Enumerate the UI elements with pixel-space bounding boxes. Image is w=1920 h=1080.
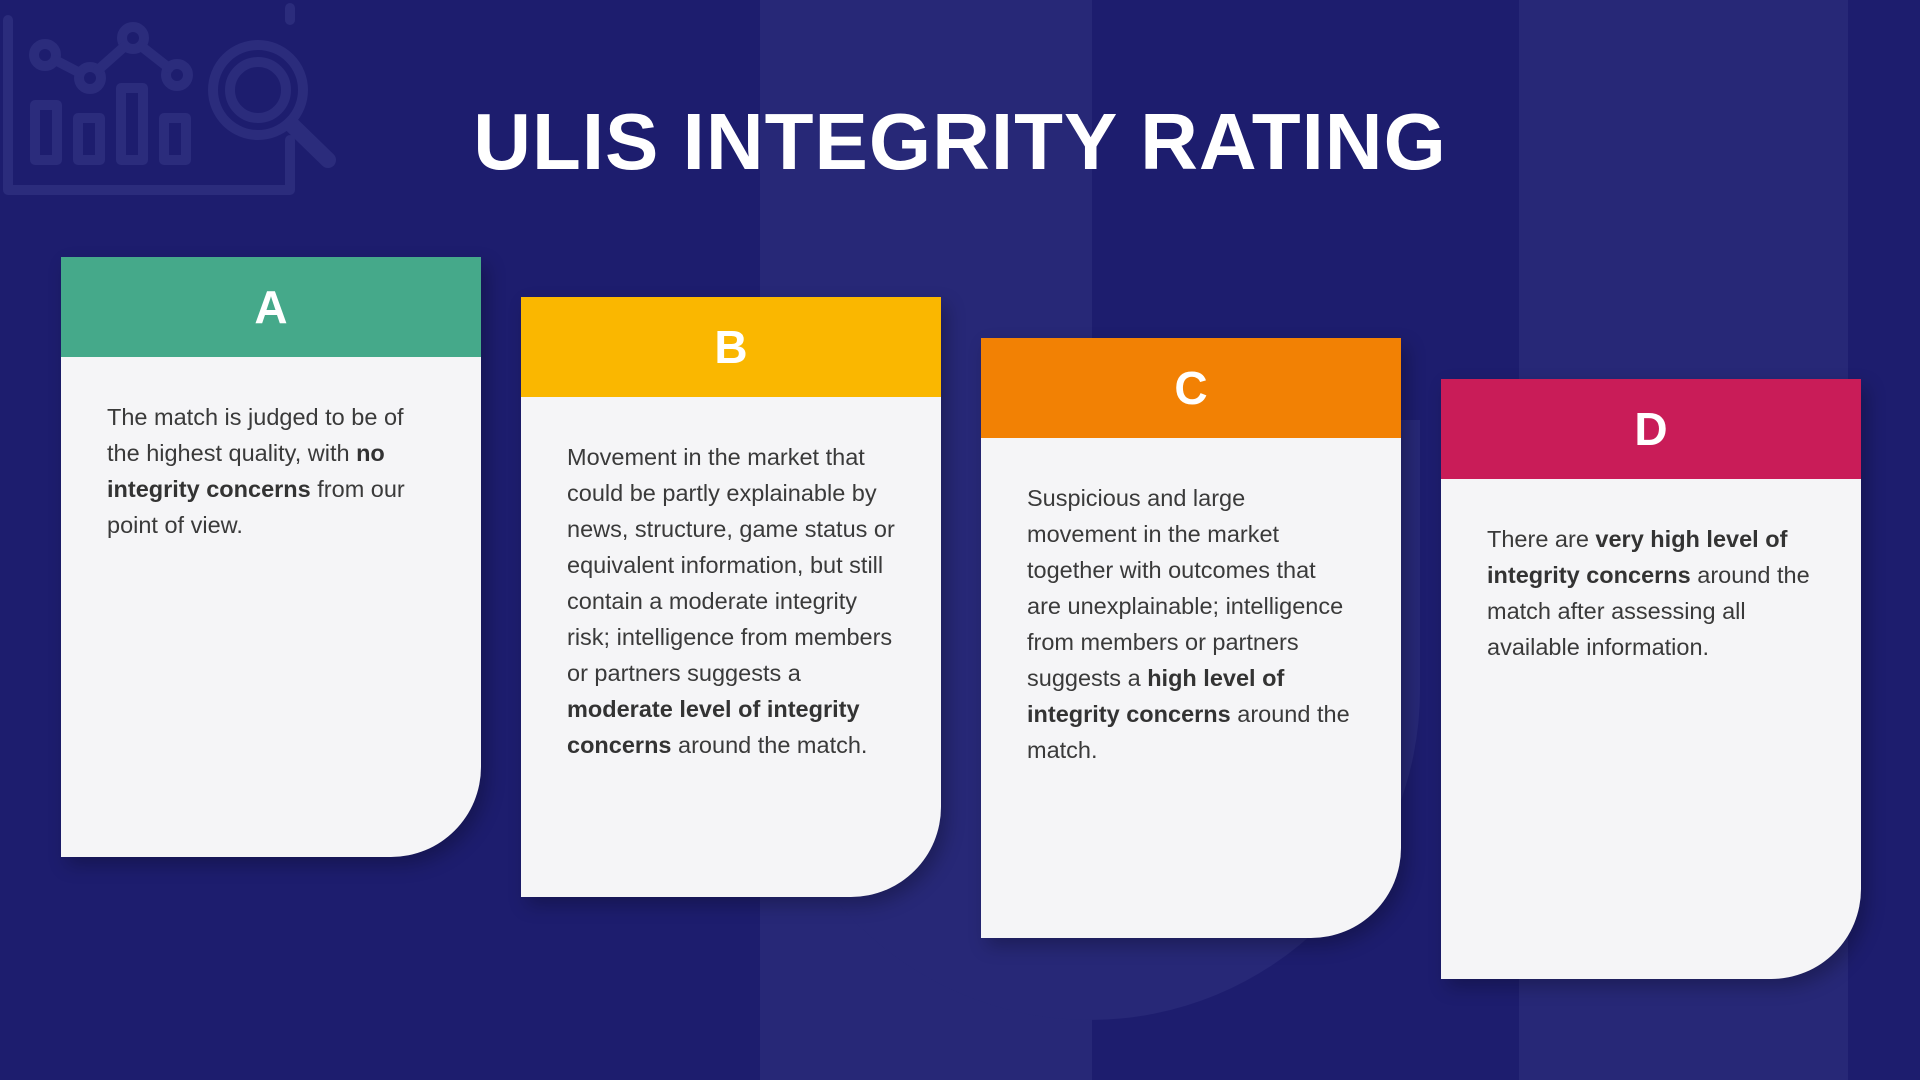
rating-grade-label: D [1634,403,1668,455]
description-text: from our point of view. [107,476,405,538]
description-text: Suspicious and large movement in the mar… [1027,485,1344,691]
rating-card-description: The match is judged to be of the highest… [61,357,481,543]
rating-card-header: B [521,297,941,397]
rating-card-d: D There are very high level of integrity… [1441,379,1861,979]
rating-card-b: B Movement in the market that could be p… [521,297,941,897]
description-emphasis: no integrity concerns [107,440,385,502]
rating-card-description: There are very high level of integrity c… [1441,479,1861,665]
description-text: around the match after assessing all ava… [1487,562,1810,660]
rating-card-header: C [981,338,1401,438]
rating-card-header: A [61,257,481,357]
rating-card-header: D [1441,379,1861,479]
rating-grade-label: A [254,281,288,333]
description-text: around the match. [1027,701,1350,763]
description-text: The match is judged to be of the highest… [107,404,404,466]
description-emphasis: moderate level of integrity concerns [567,696,860,758]
rating-grade-label: B [714,321,748,373]
description-text: Movement in the market that could be par… [567,444,895,686]
description-text: There are [1487,526,1596,552]
description-emphasis: high level of integrity concerns [1027,665,1285,727]
rating-grade-label: C [1174,362,1208,414]
description-text: around the match. [671,732,868,758]
rating-card-c: C Suspicious and large movement in the m… [981,338,1401,938]
rating-card-a: A The match is judged to be of the highe… [61,257,481,857]
rating-card-description: Suspicious and large movement in the mar… [981,438,1401,768]
description-emphasis: very high level of integrity concerns [1487,526,1788,588]
rating-card-description: Movement in the market that could be par… [521,397,941,763]
page-title: ULIS INTEGRITY RATING [473,97,1447,186]
